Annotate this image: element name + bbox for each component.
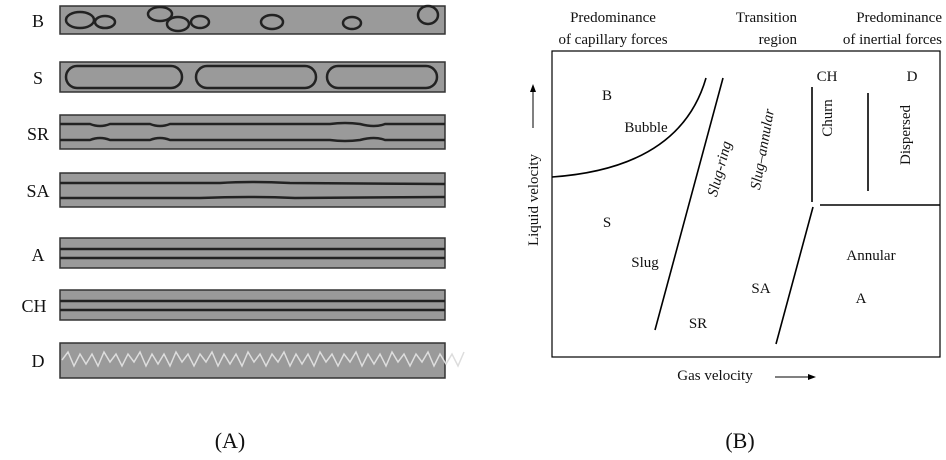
boundary	[776, 207, 813, 344]
tube-image	[60, 290, 445, 320]
header: Transition	[736, 10, 798, 26]
tube-image	[60, 6, 445, 34]
axis-arrow-head	[808, 374, 816, 380]
region-label: Slug-ring	[705, 139, 735, 198]
region-label: Annular	[846, 248, 895, 264]
region-label: B	[602, 88, 612, 104]
x-axis-label: Gas velocity	[677, 368, 753, 384]
header: Predominance	[856, 10, 942, 26]
row-label: S	[33, 68, 43, 88]
film	[60, 197, 445, 198]
region-label: SA	[751, 281, 770, 297]
region-label: D	[907, 69, 918, 85]
region-label: Slug	[631, 255, 659, 271]
region-label: A	[856, 291, 867, 307]
figure: B S SR SA A CH D	[0, 0, 946, 460]
header: of capillary forces	[558, 32, 667, 48]
tube-image	[60, 173, 445, 207]
axis-arrow-head	[530, 84, 536, 92]
panel-caption: (B)	[725, 428, 754, 453]
header: region	[759, 32, 798, 48]
region-label: S	[603, 215, 611, 231]
panel-a: B S SR SA A CH D	[21, 6, 464, 453]
header: of inertial forces	[843, 32, 942, 48]
y-axis-label: Liquid velocity	[526, 153, 542, 246]
panel-b: Predominance of capillary forces Transit…	[526, 10, 942, 453]
tube-image	[60, 238, 445, 268]
region-label: Bubble	[624, 120, 668, 136]
tube-image	[60, 115, 445, 149]
panel-caption: (A)	[215, 428, 246, 453]
region-label: Churn	[820, 99, 836, 137]
header: Predominance	[570, 10, 656, 26]
row-label: CH	[21, 296, 46, 316]
row-label: SR	[27, 124, 49, 144]
row-label: A	[32, 245, 45, 265]
row-label: D	[32, 351, 45, 371]
row-label: B	[32, 11, 44, 31]
region-label: SR	[689, 316, 707, 332]
row-label: SA	[26, 181, 49, 201]
region-label: Dispersed	[898, 105, 914, 165]
region-label: Slug–annular	[748, 108, 778, 191]
region-label: CH	[817, 69, 838, 85]
